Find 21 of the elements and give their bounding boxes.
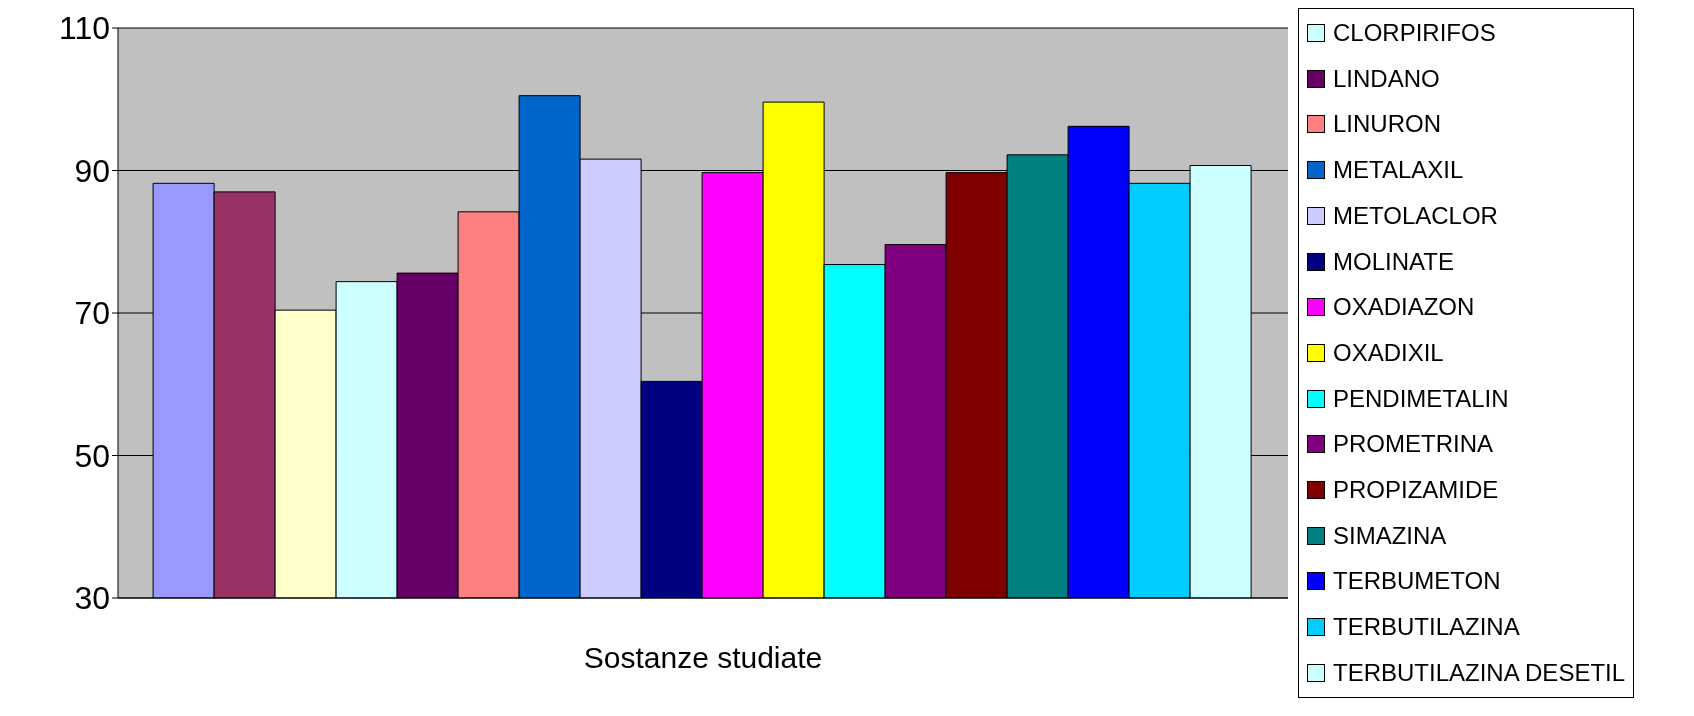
legend-label: METOLACLOR (1333, 201, 1498, 230)
legend-label: OXADIXIL (1333, 338, 1444, 367)
legend-label: TERBUMETON (1333, 567, 1501, 596)
y-tick-label: 110 (58, 10, 110, 47)
legend-label: PROPIZAMIDE (1333, 476, 1499, 505)
legend-label: CLORPIRIFOS (1333, 19, 1496, 47)
legend-label: LINDANO (1333, 64, 1440, 93)
legend-label: OXADIAZON (1333, 293, 1475, 322)
y-tick-label: 50 (74, 437, 110, 474)
x-axis-title: Sostanze studiate (583, 641, 823, 674)
legend-label: TERBUTILAZINA (1333, 613, 1520, 642)
legend-label: PENDIMETALIN (1333, 384, 1509, 413)
legend-label: METALAXIL (1333, 156, 1464, 185)
y-tick-label: 90 (74, 152, 110, 189)
legend-label: PROMETRINA (1333, 430, 1494, 459)
legend-label: MOLINATE (1333, 247, 1454, 276)
legend-label: TERBUTILAZINA DESETIL (1333, 658, 1626, 687)
y-tick-label: 30 (74, 580, 110, 617)
y-tick-label: 70 (74, 295, 110, 332)
legend-label: LINURON (1333, 110, 1442, 139)
legend-label: SIMAZINA (1333, 521, 1447, 550)
